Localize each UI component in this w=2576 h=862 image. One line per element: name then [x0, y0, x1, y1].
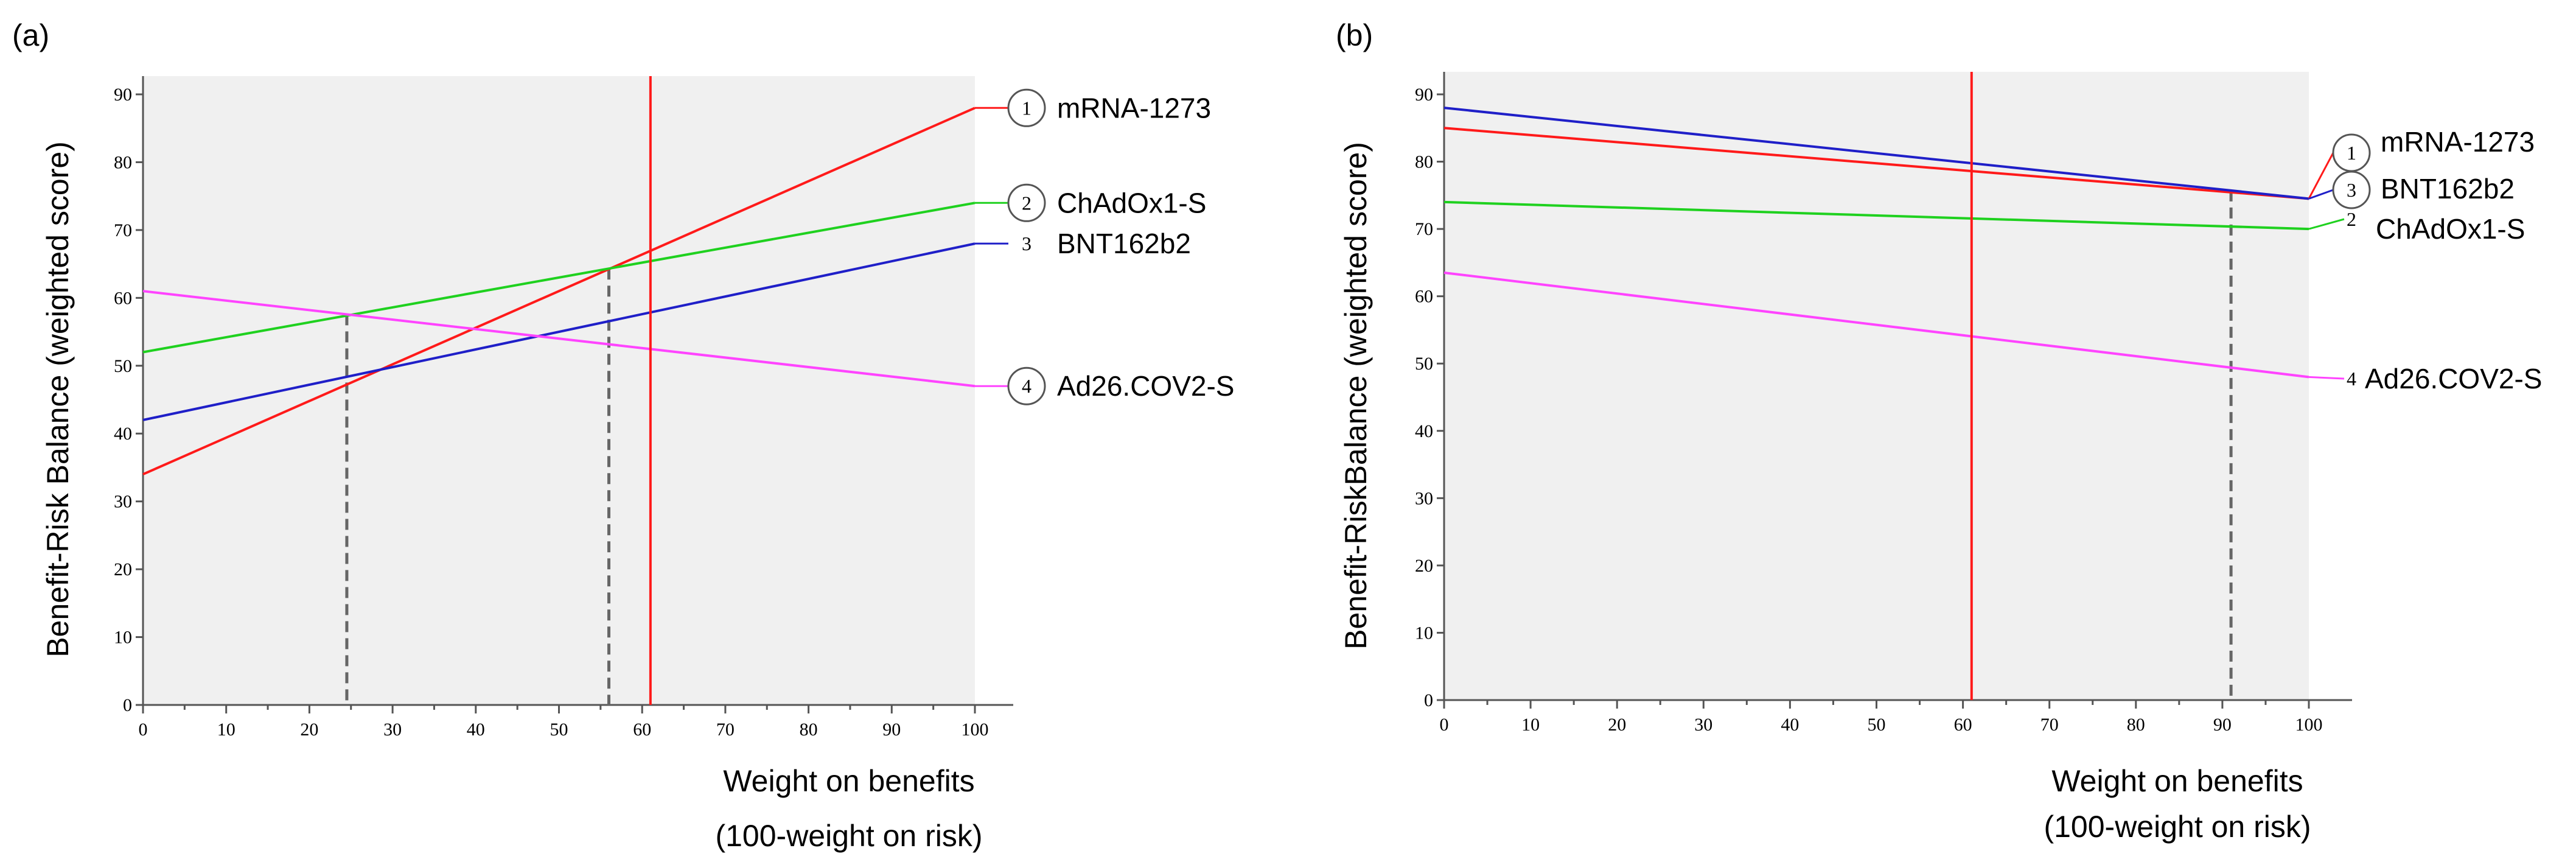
series-label: mRNA-1273	[1057, 92, 1211, 124]
series-label: mRNA-1273	[2381, 126, 2535, 158]
y-tick-label: 0	[123, 695, 132, 715]
x-axis-title-line1: Weight on benefits	[2051, 764, 2303, 798]
y-axis-title: Benefit-RiskBalance (weighted score)	[1339, 142, 1373, 650]
x-tick-label: 30	[1694, 715, 1712, 735]
y-tick-label: 50	[114, 356, 132, 376]
x-tick-label: 30	[383, 720, 402, 740]
x-tick-label: 0	[139, 720, 148, 740]
x-axis-title-line1: Weight on benefits	[723, 764, 974, 798]
rank-badge	[2332, 170, 2371, 209]
series-line-bnt162b2	[142, 242, 976, 421]
y-tick-label: 40	[1415, 421, 1433, 441]
label-leader	[2308, 189, 2334, 200]
y-tick-label: 40	[114, 424, 132, 444]
x-tick-label: 20	[1608, 715, 1626, 735]
rank-badge	[1007, 366, 1046, 405]
y-tick-label: 80	[1415, 152, 1433, 172]
rank-number: 4	[1022, 375, 1031, 397]
y-tick-label: 20	[1415, 556, 1433, 576]
y-tick-label: 70	[114, 220, 132, 240]
y-tick-label: 80	[114, 152, 132, 172]
shaded-region	[1444, 72, 2309, 700]
series-line-mrna-1273	[142, 107, 976, 475]
rank-number: 2	[1022, 192, 1031, 214]
y-tick-label: 60	[114, 288, 132, 308]
shaded-region	[143, 76, 975, 705]
x-axis-title-line2: (100-weight on risk)	[715, 819, 982, 853]
rank-number: 2	[2347, 208, 2356, 230]
y-tick-label: 90	[1415, 85, 1433, 105]
x-tick-label: 40	[467, 720, 485, 740]
rank-number: 3	[2347, 179, 2356, 201]
chart-panel-b: (b) 0 10 20 30 40 50 60 70 80 90 0 10 20 30 40 50 60 70 80 9…	[1336, 18, 2542, 844]
series-label: Ad26.COV2-S	[2365, 363, 2542, 394]
x-tick-label: 50	[1868, 715, 1886, 735]
x-tick-label: 60	[1954, 715, 1972, 735]
x-tick-label: 10	[1521, 715, 1540, 735]
y-tick-label: 70	[1415, 219, 1433, 239]
panel-label: (b)	[1336, 18, 1373, 52]
series-label: BNT162b2	[1057, 228, 1191, 259]
y-tick-label: 10	[114, 628, 132, 648]
chart-panel-a: (a) 0 10 20 30 40 50 60 70 80 90 0 10 20 30 40 50 60 70 80 9…	[12, 18, 1234, 853]
y-tick-label: 30	[1415, 488, 1433, 508]
series-line-bnt162b2	[1443, 107, 2309, 200]
y-tick-label: 30	[114, 492, 132, 512]
y-tick-label: 90	[114, 85, 132, 105]
rank-badge	[1007, 183, 1046, 222]
rank-badge	[1007, 88, 1046, 127]
x-tick-label: 70	[2040, 715, 2059, 735]
rank-number: 4	[2347, 368, 2356, 390]
y-tick-label: 0	[1424, 690, 1433, 710]
y-tick-label: 20	[114, 559, 132, 580]
x-tick-label: 90	[2213, 715, 2232, 735]
label-leader	[2308, 152, 2334, 200]
rank-number: 1	[1022, 97, 1031, 119]
x-tick-label: 50	[550, 720, 568, 740]
x-tick-label: 100	[2295, 715, 2323, 735]
x-axis-title-line2: (100-weight on risk)	[2044, 810, 2311, 844]
panel-label: (a)	[12, 18, 49, 52]
x-tick-label: 100	[962, 720, 989, 740]
y-tick-label: 10	[1415, 623, 1433, 643]
x-tick-label: 20	[300, 720, 318, 740]
x-tick-label: 70	[716, 720, 735, 740]
series-label: ChAdOx1-S	[2376, 213, 2525, 245]
x-tick-label: 80	[2127, 715, 2145, 735]
label-leader	[2308, 218, 2345, 230]
x-tick-label: 60	[633, 720, 651, 740]
rank-number: 3	[1022, 233, 1031, 254]
y-tick-label: 50	[1415, 354, 1433, 374]
x-tick-label: 10	[217, 720, 236, 740]
series-line-chadox1-s	[1443, 200, 2309, 231]
y-axis-title: Benefit-Risk Balance (weighted score)	[41, 141, 75, 657]
x-tick-label: 90	[882, 720, 901, 740]
series-label: Ad26.COV2-S	[1057, 370, 1234, 402]
series-label: BNT162b2	[2381, 173, 2515, 205]
x-tick-label: 0	[1440, 715, 1449, 735]
series-line-chadox1-s	[142, 201, 976, 354]
series-label: ChAdOx1-S	[1057, 187, 1206, 219]
series-line-ad26-cov2-s	[1443, 271, 2309, 379]
x-tick-label: 80	[800, 720, 818, 740]
series-line-ad26-cov2-s	[142, 290, 976, 388]
y-tick-label: 60	[1415, 287, 1433, 307]
label-leader	[2308, 376, 2345, 380]
x-tick-label: 40	[1781, 715, 1799, 735]
series-line-mrna-1273	[1443, 127, 2309, 200]
rank-number: 1	[2347, 142, 2356, 164]
